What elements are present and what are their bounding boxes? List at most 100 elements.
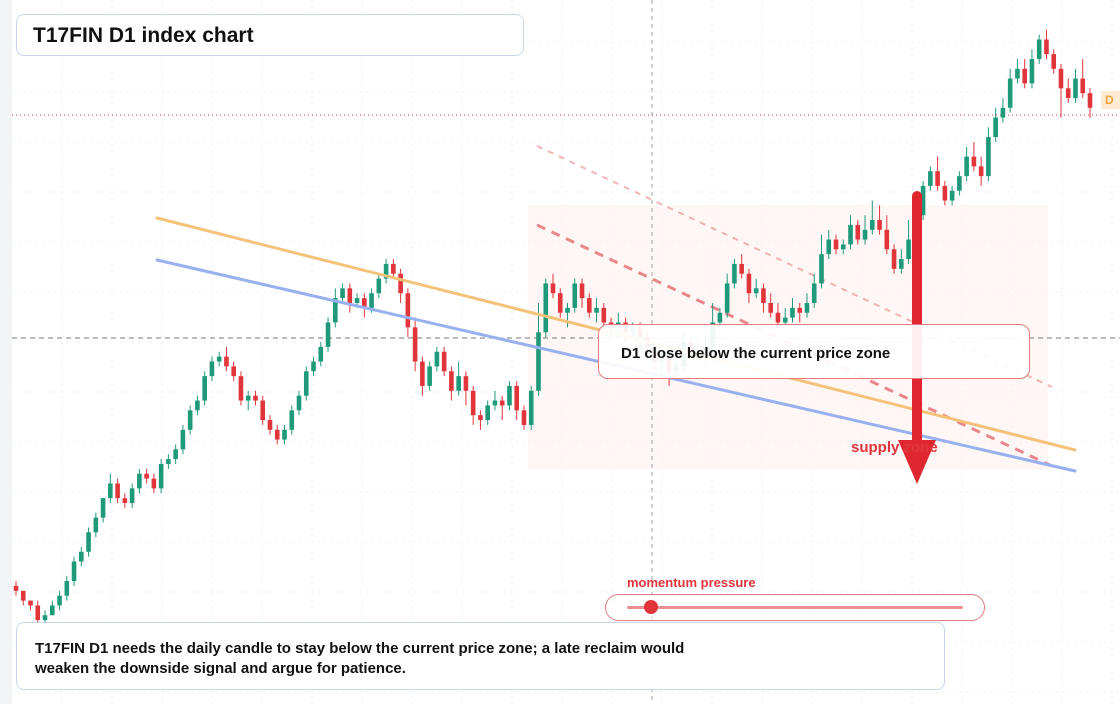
- momentum-slider[interactable]: [605, 594, 985, 621]
- candle-body: [216, 356, 222, 362]
- candle-body: [928, 171, 933, 186]
- candle-body: [550, 283, 556, 294]
- candle-body: [282, 429, 287, 440]
- candle-body: [427, 366, 432, 386]
- candle-body: [572, 283, 578, 308]
- candle-body: [1044, 39, 1049, 55]
- candle-body: [1022, 68, 1027, 84]
- candle-body: [296, 395, 302, 411]
- momentum-label: momentum pressure: [627, 575, 756, 590]
- candle-body: [28, 600, 33, 606]
- candle-body: [1000, 107, 1006, 118]
- supply-arrow-head: [898, 440, 936, 484]
- candle-body: [492, 400, 498, 406]
- candle-body: [1087, 93, 1093, 108]
- candle-body: [64, 581, 70, 596]
- candle-body: [840, 244, 846, 250]
- candle-body: [362, 298, 367, 308]
- current-price-tag: D: [1101, 91, 1120, 109]
- candle-body: [71, 561, 77, 582]
- candle-body: [1065, 88, 1071, 99]
- candle-body: [739, 263, 744, 274]
- candle-body: [833, 239, 839, 250]
- candle-body: [202, 376, 207, 401]
- candle-body: [507, 385, 512, 406]
- candle-body: [782, 317, 788, 323]
- candle-body: [122, 498, 128, 503]
- candle-body: [1029, 59, 1035, 84]
- supply-zone-label: supply zone: [851, 439, 938, 456]
- candle-body: [108, 483, 113, 499]
- candle-body: [383, 263, 389, 279]
- candle-body: [717, 312, 723, 323]
- candle-body: [478, 415, 483, 421]
- candle-body: [231, 366, 237, 377]
- candle-body: [13, 585, 19, 591]
- candle-body: [1036, 39, 1042, 60]
- candle-body: [942, 185, 948, 201]
- candle-body: [420, 361, 425, 386]
- chart-title: T17FIN D1 index chart: [33, 24, 254, 47]
- candle-body: [456, 376, 461, 391]
- candle-body: [768, 302, 774, 313]
- candle-body: [267, 420, 273, 430]
- candle-body: [224, 356, 229, 367]
- candle-body: [978, 166, 984, 177]
- candle-body: [332, 298, 338, 323]
- candle-body: [826, 239, 832, 255]
- candle-body: [804, 302, 810, 313]
- candle-body: [238, 376, 244, 401]
- candle-body: [57, 595, 62, 606]
- candle-body: [325, 322, 331, 347]
- candle-body: [245, 395, 251, 401]
- analysis-note-text: T17FIN D1 needs the daily candle to stay…: [35, 640, 685, 677]
- candle-body: [158, 463, 164, 489]
- candle-body: [877, 220, 882, 230]
- candle-body: [340, 288, 345, 299]
- candle-body: [49, 605, 55, 616]
- candle-body: [499, 400, 505, 406]
- candle-body: [347, 288, 353, 303]
- candle-body: [180, 429, 186, 450]
- candle-body: [412, 327, 418, 362]
- candle-body: [405, 293, 411, 328]
- candle-body: [899, 259, 904, 269]
- price-zone-callout: D1 close below the current price zone: [598, 324, 1030, 379]
- candle-body: [166, 459, 171, 464]
- candle-body: [187, 410, 193, 430]
- momentum-knob[interactable]: [643, 600, 658, 614]
- candle-body: [855, 224, 861, 240]
- candle-body: [485, 405, 490, 421]
- candle-body: [964, 156, 969, 177]
- candle-body: [354, 298, 360, 303]
- candle-body: [274, 429, 280, 440]
- candle-body: [536, 332, 541, 391]
- candle-body: [724, 283, 730, 313]
- candle-body: [100, 498, 106, 518]
- chart-title-box: T17FIN D1 index chart: [16, 14, 524, 56]
- candle-body: [797, 307, 803, 313]
- candle-body: [993, 117, 998, 138]
- candle-body: [369, 293, 374, 308]
- candle-body: [565, 307, 570, 313]
- candle-body: [753, 288, 759, 294]
- candle-body: [920, 185, 926, 216]
- candle-body: [579, 283, 585, 299]
- candle-body: [151, 478, 157, 489]
- candle-body: [811, 283, 817, 303]
- candle-body: [906, 239, 911, 260]
- candle-body: [986, 137, 991, 177]
- candle-body: [746, 273, 752, 294]
- candle-body: [862, 229, 868, 240]
- analysis-note-box: T17FIN D1 needs the daily candle to stay…: [16, 622, 945, 690]
- candle-body: [1080, 78, 1086, 94]
- candle-body: [1007, 78, 1013, 108]
- candle-body: [42, 615, 48, 621]
- candle-body: [732, 263, 737, 284]
- candle-body: [790, 307, 795, 318]
- candle-body: [586, 298, 592, 313]
- candle-body: [20, 590, 26, 601]
- candle-body: [891, 249, 897, 269]
- candle-body: [971, 156, 977, 167]
- candle-body: [144, 473, 149, 479]
